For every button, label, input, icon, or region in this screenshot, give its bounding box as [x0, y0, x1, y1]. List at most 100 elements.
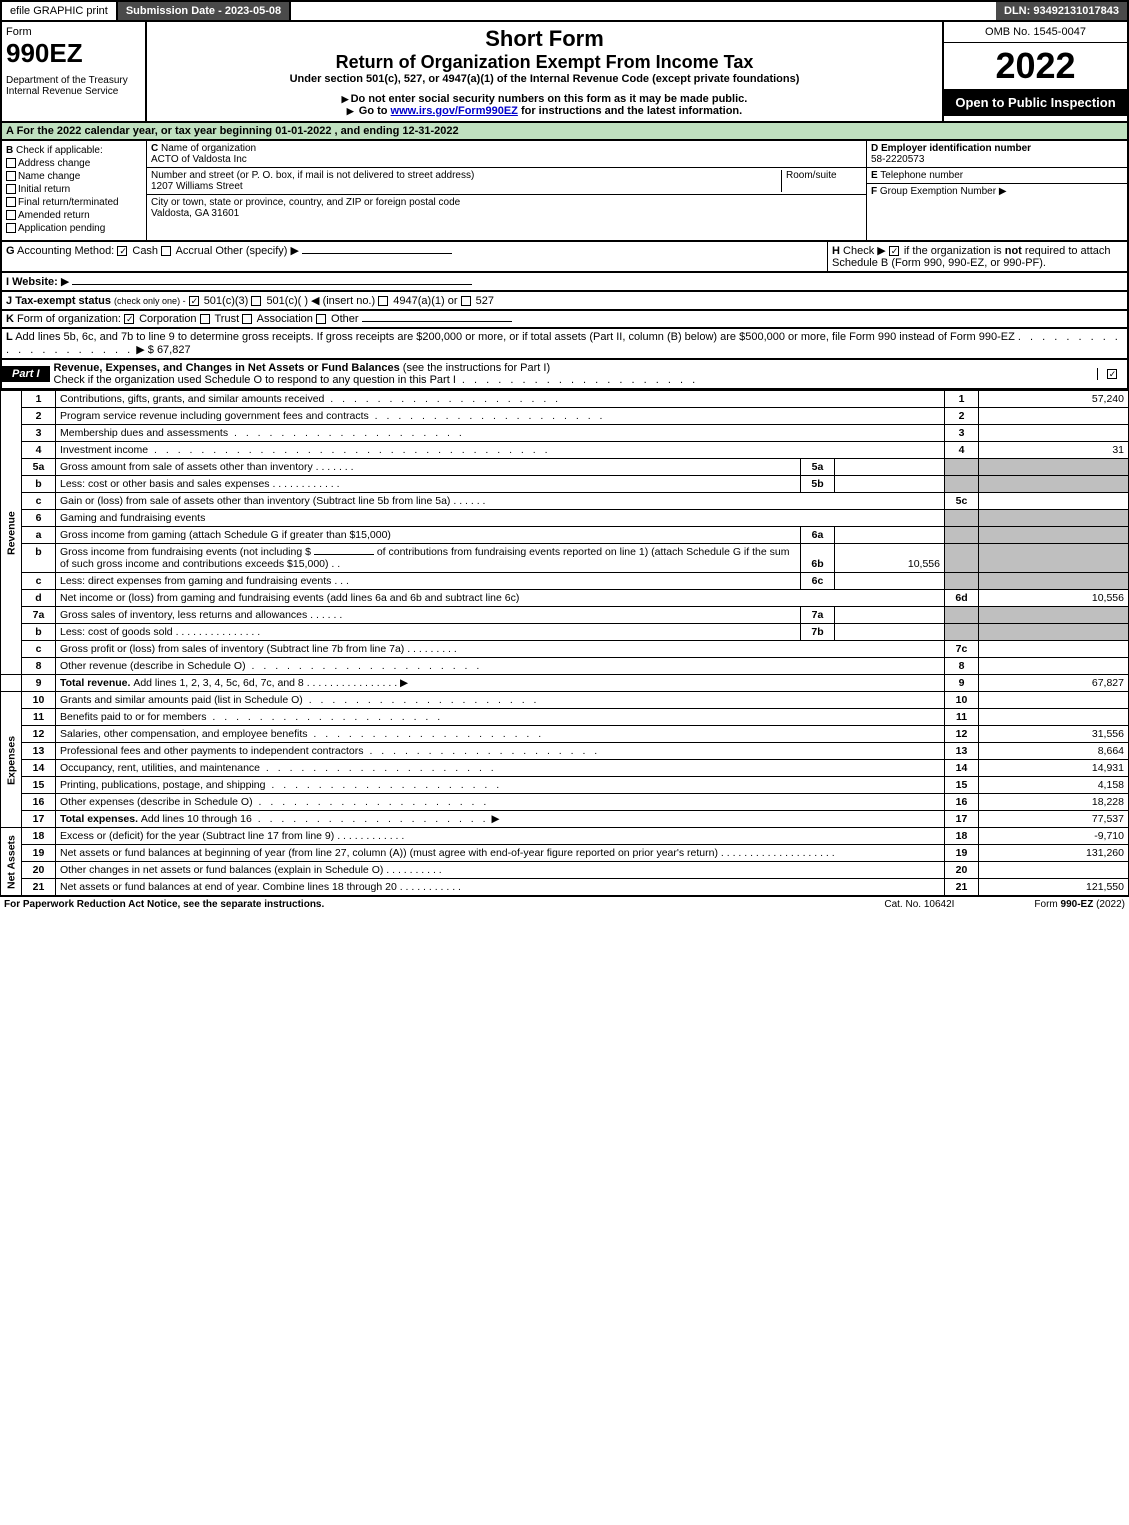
- l-label: L: [6, 331, 13, 343]
- c-name-label: Name of organization: [161, 143, 256, 154]
- k-label: K: [6, 313, 14, 325]
- part1-title-wrap: Revenue, Expenses, and Changes in Net As…: [50, 360, 1097, 388]
- chk-cash[interactable]: [117, 246, 127, 256]
- h-text1: Check: [843, 245, 874, 257]
- chk-corp[interactable]: [124, 314, 134, 324]
- chk-address[interactable]: Address change: [6, 158, 142, 169]
- d-text: Employer identification number: [881, 143, 1031, 154]
- section-gh: G Accounting Method: Cash Accrual Other …: [0, 242, 1129, 273]
- row-16: 16 Other expenses (describe in Schedule …: [1, 794, 1129, 811]
- j-label: J: [6, 295, 12, 307]
- irs-label: Internal Revenue Service: [6, 86, 141, 97]
- irs-link[interactable]: www.irs.gov/Form990EZ: [391, 105, 518, 117]
- i-label: I: [6, 276, 9, 288]
- footer-paperwork: For Paperwork Reduction Act Notice, see …: [4, 899, 324, 910]
- j-text: Tax-exempt status: [15, 295, 111, 307]
- chk-amended[interactable]: Amended return: [6, 210, 142, 221]
- chk-4947[interactable]: [378, 296, 388, 306]
- form-header: Form 990EZ Department of the Treasury In…: [0, 22, 1129, 123]
- i-text: Website:: [12, 276, 58, 288]
- expenses-label: Expenses: [1, 692, 22, 828]
- row-6c: c Less: direct expenses from gaming and …: [1, 573, 1129, 590]
- title-return: Return of Organization Exempt From Incom…: [155, 52, 934, 73]
- chk-501c3[interactable]: [189, 296, 199, 306]
- chk-assoc[interactable]: [242, 314, 252, 324]
- k-text: Form of organization:: [17, 313, 121, 325]
- chk-527[interactable]: [461, 296, 471, 306]
- omb-number: OMB No. 1545-0047: [944, 22, 1127, 43]
- row-7a: 7a Gross sales of inventory, less return…: [1, 607, 1129, 624]
- row-3: 3 Membership dues and assessments 3: [1, 425, 1129, 442]
- title-under: Under section 501(c), 527, or 4947(a)(1)…: [155, 73, 934, 85]
- footer-catno: Cat. No. 10642I: [884, 899, 954, 910]
- row-6: 6 Gaming and fundraising events: [1, 510, 1129, 527]
- g-text: Accounting Method:: [17, 245, 114, 257]
- row-14: 14 Occupancy, rent, utilities, and maint…: [1, 760, 1129, 777]
- chk-schedb[interactable]: [889, 246, 899, 256]
- row-7c: c Gross profit or (loss) from sales of i…: [1, 641, 1129, 658]
- note-goto: Go to www.irs.gov/Form990EZ for instruct…: [155, 105, 934, 117]
- chk-final[interactable]: Final return/terminated: [6, 197, 142, 208]
- section-j: J Tax-exempt status (check only one) - 5…: [0, 292, 1129, 311]
- row-4: 4 Investment income 4 31: [1, 442, 1129, 459]
- c-label: C: [151, 143, 158, 154]
- part1-check-text: Check if the organization used Schedule …: [54, 374, 456, 386]
- form-number: 990EZ: [6, 38, 141, 69]
- f-label: F: [871, 186, 877, 197]
- header-left: Form 990EZ Department of the Treasury In…: [2, 22, 147, 121]
- f-text: Group Exemption Number: [880, 186, 996, 197]
- submission-date: Submission Date - 2023-05-08: [118, 2, 291, 20]
- row-5b: b Less: cost or other basis and sales ex…: [1, 476, 1129, 493]
- row-5c: c Gain or (loss) from sale of assets oth…: [1, 493, 1129, 510]
- e-label: E: [871, 170, 878, 181]
- j-sub: (check only one) -: [114, 296, 186, 306]
- efile-label[interactable]: efile GRAPHIC print: [2, 2, 118, 20]
- b-text: Check if applicable:: [16, 145, 103, 156]
- section-i: I Website: ▶: [0, 273, 1129, 292]
- g-label: G: [6, 245, 15, 257]
- note-ssn: Do not enter social security numbers on …: [155, 93, 934, 105]
- org-name: ACTO of Valdosta Inc: [151, 154, 247, 165]
- netassets-label: Net Assets: [1, 828, 22, 896]
- part1-note: (see the instructions for Part I): [403, 362, 550, 374]
- chk-accrual[interactable]: [161, 246, 171, 256]
- row-7b: b Less: cost of goods sold . . . . . . .…: [1, 624, 1129, 641]
- chk-pending[interactable]: Application pending: [6, 223, 142, 234]
- ein: 58-2220573: [871, 154, 924, 165]
- part1-label: Part I: [2, 366, 50, 382]
- b-label: B: [6, 145, 13, 156]
- part1-header: Part I Revenue, Expenses, and Changes in…: [0, 360, 1129, 390]
- tax-year: 2022: [944, 43, 1127, 89]
- row-15: 15 Printing, publications, postage, and …: [1, 777, 1129, 794]
- row-18: Net Assets 18 Excess or (deficit) for th…: [1, 828, 1129, 845]
- row-6d: d Net income or (loss) from gaming and f…: [1, 590, 1129, 607]
- page-footer: For Paperwork Reduction Act Notice, see …: [0, 896, 1129, 912]
- footer-formref: Form 990-EZ (2022): [1034, 899, 1125, 910]
- chk-501c[interactable]: [251, 296, 261, 306]
- l-text: Add lines 5b, 6c, and 7b to line 9 to de…: [15, 331, 1015, 343]
- city-label: City or town, state or province, country…: [151, 197, 460, 208]
- header-right: OMB No. 1545-0047 2022 Open to Public In…: [942, 22, 1127, 121]
- h-text2: if the organization is: [904, 245, 1005, 257]
- row-20: 20 Other changes in net assets or fund b…: [1, 862, 1129, 879]
- chk-trust[interactable]: [200, 314, 210, 324]
- part1-title: Revenue, Expenses, and Changes in Net As…: [54, 362, 400, 374]
- chk-initial[interactable]: Initial return: [6, 184, 142, 195]
- row-11: 11 Benefits paid to or for members 11: [1, 709, 1129, 726]
- chk-other[interactable]: [316, 314, 326, 324]
- section-a: A For the 2022 calendar year, or tax yea…: [0, 123, 1129, 141]
- addr-label: Number and street (or P. O. box, if mail…: [151, 170, 474, 181]
- part1-check[interactable]: [1097, 368, 1127, 380]
- row-19: 19 Net assets or fund balances at beginn…: [1, 845, 1129, 862]
- title-short-form: Short Form: [155, 26, 934, 52]
- note-goto-suffix: for instructions and the latest informat…: [518, 105, 742, 117]
- h-label: H: [832, 245, 840, 257]
- row-6b: b Gross income from fundraising events (…: [1, 544, 1129, 573]
- info-grid: B Check if applicable: Address change Na…: [0, 141, 1129, 242]
- chk-name[interactable]: Name change: [6, 171, 142, 182]
- row-17: 17 Total expenses. Add lines 10 through …: [1, 811, 1129, 828]
- row-1: Revenue 1 Contributions, gifts, grants, …: [1, 391, 1129, 408]
- h-not: not: [1005, 245, 1022, 257]
- header-center: Short Form Return of Organization Exempt…: [147, 22, 942, 121]
- note-goto-prefix: Go to: [359, 105, 391, 117]
